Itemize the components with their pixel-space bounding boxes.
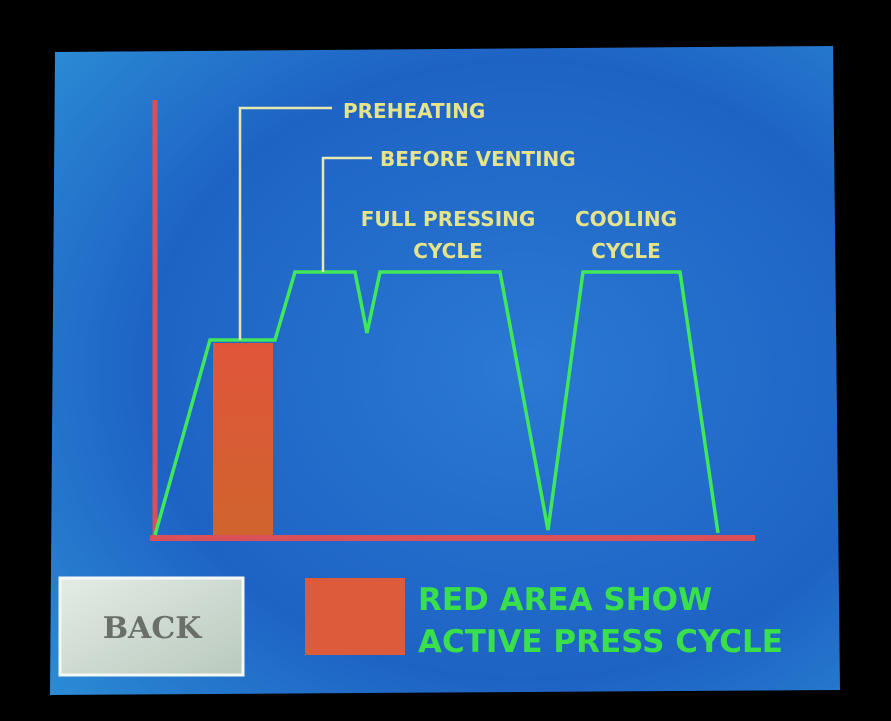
label-preheating: PREHEATING bbox=[343, 99, 485, 123]
legend-text: RED AREA SHOW bbox=[418, 582, 712, 618]
legend-text: ACTIVE PRESS CYCLE bbox=[418, 624, 783, 660]
legend-swatch bbox=[305, 578, 405, 655]
label-full-pressing: CYCLE bbox=[413, 239, 483, 263]
label-before-venting: BEFORE VENTING bbox=[380, 147, 576, 171]
active-area bbox=[213, 343, 273, 536]
button-label[interactable]: BACK bbox=[103, 611, 203, 646]
screen-photo: PREHEATING BEFORE VENTING FULL PRESSING … bbox=[0, 0, 891, 721]
label-full-pressing: FULL PRESSING bbox=[361, 207, 536, 231]
back-button[interactable]: BACK bbox=[60, 578, 243, 675]
label-cooling: CYCLE bbox=[591, 239, 661, 263]
label-cooling: COOLING bbox=[575, 207, 677, 231]
